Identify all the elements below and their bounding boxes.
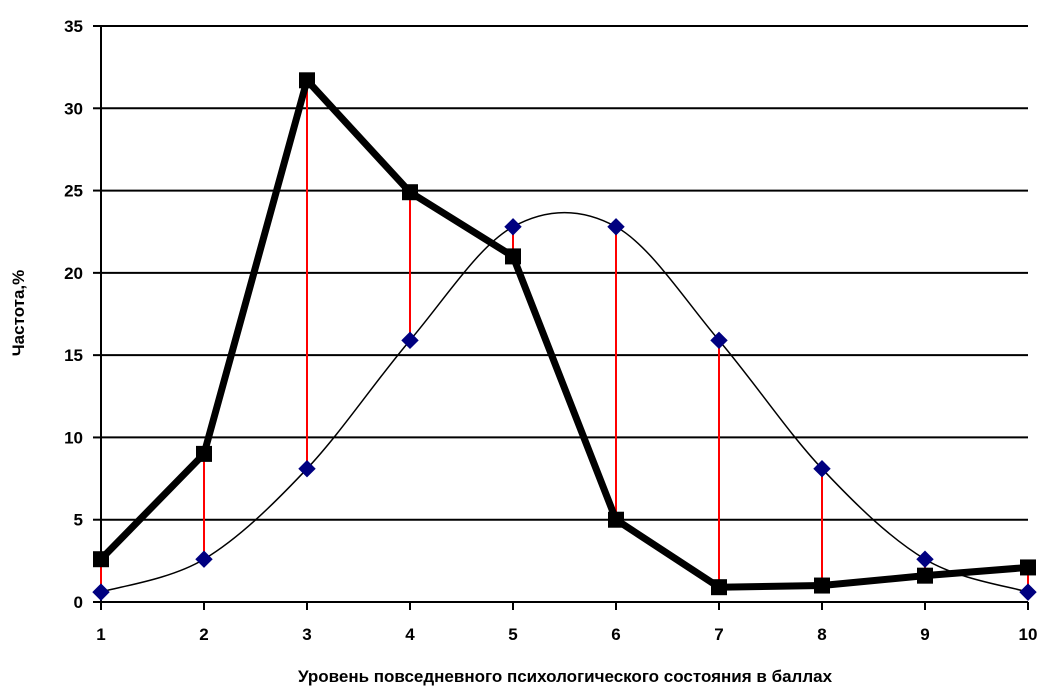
y-tick-label: 20	[64, 264, 83, 283]
y-tick-label: 10	[64, 428, 83, 447]
grid-lines	[101, 25, 1028, 521]
series-2-point	[1019, 583, 1037, 601]
series-1-point	[196, 445, 212, 462]
x-tick-label: 9	[920, 625, 929, 644]
x-axis-title: Уровень повседневного психологического с…	[298, 667, 833, 686]
y-tick-label: 35	[64, 17, 83, 36]
series-2-line	[100, 211, 1029, 593]
x-tick-label: 8	[817, 625, 826, 644]
x-tick-label: 6	[611, 625, 620, 644]
x-tick-label: 2	[199, 625, 208, 644]
series-1-line	[98, 73, 1029, 591]
series-2-point	[813, 459, 831, 478]
series-2-point	[195, 550, 213, 568]
x-tick-label: 7	[714, 625, 723, 644]
y-tick-label: 30	[64, 99, 83, 118]
series-1-point	[505, 248, 521, 265]
y-tick-label: 25	[64, 182, 83, 201]
series-1-point	[93, 551, 109, 568]
x-tick-label: 10	[1019, 625, 1038, 644]
x-tick-label: 5	[508, 625, 517, 644]
x-tick-label: 3	[302, 625, 311, 644]
series-1-point	[402, 184, 418, 201]
y-tick-labels: 0 5 10 15 20 25 30 35	[64, 17, 83, 612]
series-2-point	[92, 583, 110, 601]
series-1-point	[1020, 559, 1036, 576]
series-2-point	[710, 331, 728, 350]
y-tick-label: 15	[64, 346, 83, 365]
series-2-point	[401, 331, 419, 350]
y-tick-label: 0	[74, 593, 83, 612]
series-markers	[92, 72, 1037, 601]
series-2-point	[916, 550, 934, 568]
series-1-point	[608, 511, 624, 528]
series-lines	[98, 73, 1029, 593]
series-1-point	[299, 72, 315, 89]
series-1-point	[917, 567, 933, 584]
difference-lines	[100, 80, 1029, 593]
x-tick-label: 4	[405, 625, 415, 644]
y-axis-title: Частота,%	[9, 270, 28, 357]
axes	[93, 25, 1029, 610]
series-1-point	[814, 577, 830, 594]
x-tick-labels: 1 2 3 4 5 6 7 8 9 10	[96, 625, 1037, 644]
series-2-point	[607, 218, 625, 236]
series-2-point	[504, 218, 522, 236]
y-tick-label: 5	[74, 511, 83, 530]
series-2-point	[298, 459, 316, 478]
series-1-point	[711, 579, 727, 596]
x-tick-label: 1	[96, 625, 105, 644]
